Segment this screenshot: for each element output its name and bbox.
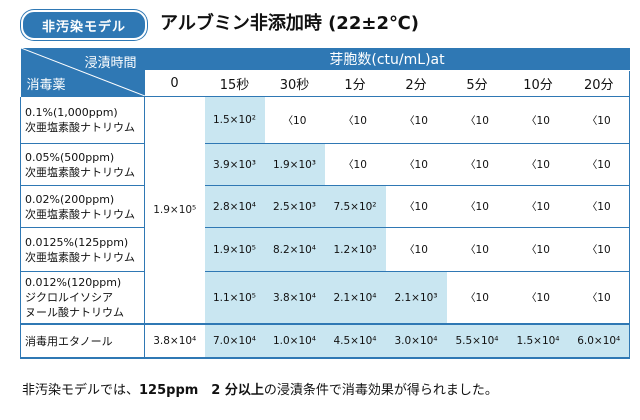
data-cell: 〈10 bbox=[507, 185, 569, 228]
table-row: 0.0125%(125ppm) 次亜塩素酸ナトリウム 1.9×10⁵ 8.2×10⁴ 1… bbox=[20, 227, 630, 272]
data-cell: 〈10 bbox=[385, 185, 447, 228]
row-label-line: 0.012%(120ppm) bbox=[25, 276, 122, 289]
data-cell: 〈10 bbox=[446, 185, 508, 228]
column-header: 15秒 bbox=[204, 70, 265, 97]
data-cell: 3.8×10⁴ bbox=[144, 323, 205, 359]
page-title: アルブミン非添加時 (22±2℃) bbox=[160, 13, 419, 34]
row-label-line: ジクロルイソシア bbox=[25, 291, 113, 304]
data-cell: 〈10 bbox=[324, 143, 386, 186]
data-cell: 〈10 bbox=[507, 96, 569, 144]
row-label-line: 次亜塩素酸ナトリウム bbox=[25, 120, 135, 134]
table-row: 0.012%(120ppm) ジクロルイソシア ヌール酸ナトリウム 1.1×10⁵ 3.… bbox=[20, 271, 630, 325]
data-cell: 〈10 bbox=[446, 143, 508, 186]
row-label-line: 0.02%(200ppm) bbox=[25, 192, 115, 206]
data-cell: 〈10 bbox=[568, 143, 630, 186]
group-header: 芽胞数(ctu/mL)at bbox=[144, 48, 630, 71]
row-label-line: 次亜塩素酸ナトリウム bbox=[25, 165, 135, 179]
data-cell: 〈10 bbox=[385, 143, 447, 186]
row-label-line: ヌール酸ナトリウム bbox=[25, 306, 124, 319]
data-cell: 〈10 bbox=[385, 227, 447, 272]
row-label: 消毒用エタノール bbox=[20, 323, 145, 359]
data-cell: 〈10 bbox=[507, 143, 569, 186]
data-cell: 1.9×10⁵ bbox=[204, 227, 265, 272]
footnote: 非汚染モデルでは、125ppm 2 分以上の浸漬条件で消毒効果が得られました。 bbox=[22, 379, 498, 398]
corner-label-disinfectant: 消毒薬 bbox=[26, 77, 66, 93]
row-label: 0.012%(120ppm) ジクロルイソシア ヌール酸ナトリウム bbox=[20, 271, 145, 325]
row-label: 0.05%(500ppm) 次亜塩素酸ナトリウム bbox=[20, 143, 145, 186]
data-cell: 4.5×10⁴ bbox=[324, 323, 386, 359]
data-cell: 7.0×10⁴ bbox=[204, 323, 265, 359]
data-cell: 1.5×10² bbox=[204, 96, 265, 144]
data-cell: 1.9×10³ bbox=[264, 143, 325, 186]
data-cell: 1.0×10⁴ bbox=[264, 323, 325, 359]
data-cell: 3.8×10⁴ bbox=[264, 271, 325, 325]
data-cell: 〈10 bbox=[568, 227, 630, 272]
data-cell: 〈10 bbox=[446, 96, 508, 144]
data-cell: 〈10 bbox=[324, 96, 386, 144]
corner-label-time: 浸漬時間 bbox=[84, 56, 137, 71]
table-corner-header: 浸漬時間 消毒薬 bbox=[20, 48, 145, 97]
data-cell: 6.0×10⁴ bbox=[568, 323, 630, 359]
data-cell: 3.0×10⁴ bbox=[385, 323, 447, 359]
data-cell: 〈10 bbox=[385, 96, 447, 144]
data-cell: 〈10 bbox=[446, 271, 508, 325]
column-header: 10分 bbox=[507, 70, 569, 97]
table-row: 0.02%(200ppm) 次亜塩素酸ナトリウム 2.8×10⁴ 2.5×10³ 7.5… bbox=[20, 185, 630, 228]
row-label-line: 0.1%(1,000ppm) bbox=[25, 105, 118, 119]
footnote-pre: 非汚染モデルでは、 bbox=[22, 383, 140, 398]
data-cell: 8.2×10⁴ bbox=[264, 227, 325, 272]
footnote-post: の浸漬条件で消毒効果が得られました。 bbox=[263, 383, 498, 398]
column-header: 1分 bbox=[324, 70, 386, 97]
data-cell: 〈10 bbox=[568, 271, 630, 325]
column-header: 0 bbox=[144, 70, 205, 97]
row-label: 0.0125%(125ppm) 次亜塩素酸ナトリウム bbox=[20, 227, 145, 272]
data-cell: 5.5×10⁴ bbox=[446, 323, 508, 359]
column-header: 20分 bbox=[568, 70, 630, 97]
table-row: 0.1%(1,000ppm) 次亜塩素酸ナトリウム 1.9×10⁵ 1.5×10² 〈1… bbox=[20, 96, 630, 325]
data-cell: 〈10 bbox=[507, 227, 569, 272]
data-cell: 〈10 bbox=[568, 96, 630, 144]
column-header: 30秒 bbox=[264, 70, 325, 97]
row-label-line: 0.05%(500ppm) bbox=[25, 150, 115, 164]
data-cell: 〈10 bbox=[264, 96, 325, 144]
table-row: 0.05%(500ppm) 次亜塩素酸ナトリウム 3.9×10³ 1.9×10³ 〈10… bbox=[20, 143, 630, 186]
column-header: 2分 bbox=[385, 70, 447, 97]
results-table: 浸漬時間 消毒薬 芽胞数(ctu/mL)at 0 15秒 30秒 1分 2分 5分 10分 2… bbox=[20, 48, 630, 359]
data-cell: 7.5×10² bbox=[324, 185, 386, 228]
row-label-line: 次亜塩素酸ナトリウム bbox=[25, 250, 135, 264]
data-cell: 3.9×10³ bbox=[204, 143, 265, 186]
column-header: 5分 bbox=[446, 70, 508, 97]
data-cell: 2.1×10⁴ bbox=[324, 271, 386, 325]
data-cell: 〈10 bbox=[507, 271, 569, 325]
data-cell: 1.2×10³ bbox=[324, 227, 386, 272]
data-cell: 1.1×10⁵ bbox=[204, 271, 265, 325]
row-label-line: 0.0125%(125ppm) bbox=[25, 235, 129, 249]
control-value-cell: 1.9×10⁵ bbox=[144, 96, 205, 325]
model-badge: 非汚染モデル bbox=[21, 10, 147, 40]
data-cell: 1.5×10⁴ bbox=[507, 323, 569, 359]
data-cell: 2.8×10⁴ bbox=[204, 185, 265, 228]
data-cell: 〈10 bbox=[568, 185, 630, 228]
table-row-ethanol: 消毒用エタノール 3.8×10⁴ 7.0×10⁴ 1.0×10⁴ 4.5×10⁴ 3.0×… bbox=[20, 323, 630, 359]
footnote-emphasis: 125ppm 2 分以上 bbox=[139, 383, 264, 398]
corner-diagonal bbox=[20, 48, 145, 96]
row-label-line: 次亜塩素酸ナトリウム bbox=[25, 207, 135, 221]
data-cell: 2.1×10³ bbox=[385, 271, 447, 325]
row-label: 0.02%(200ppm) 次亜塩素酸ナトリウム bbox=[20, 185, 145, 228]
data-cell: 〈10 bbox=[446, 227, 508, 272]
row-label: 0.1%(1,000ppm) 次亜塩素酸ナトリウム bbox=[20, 96, 145, 144]
data-cell: 2.5×10³ bbox=[264, 185, 325, 228]
